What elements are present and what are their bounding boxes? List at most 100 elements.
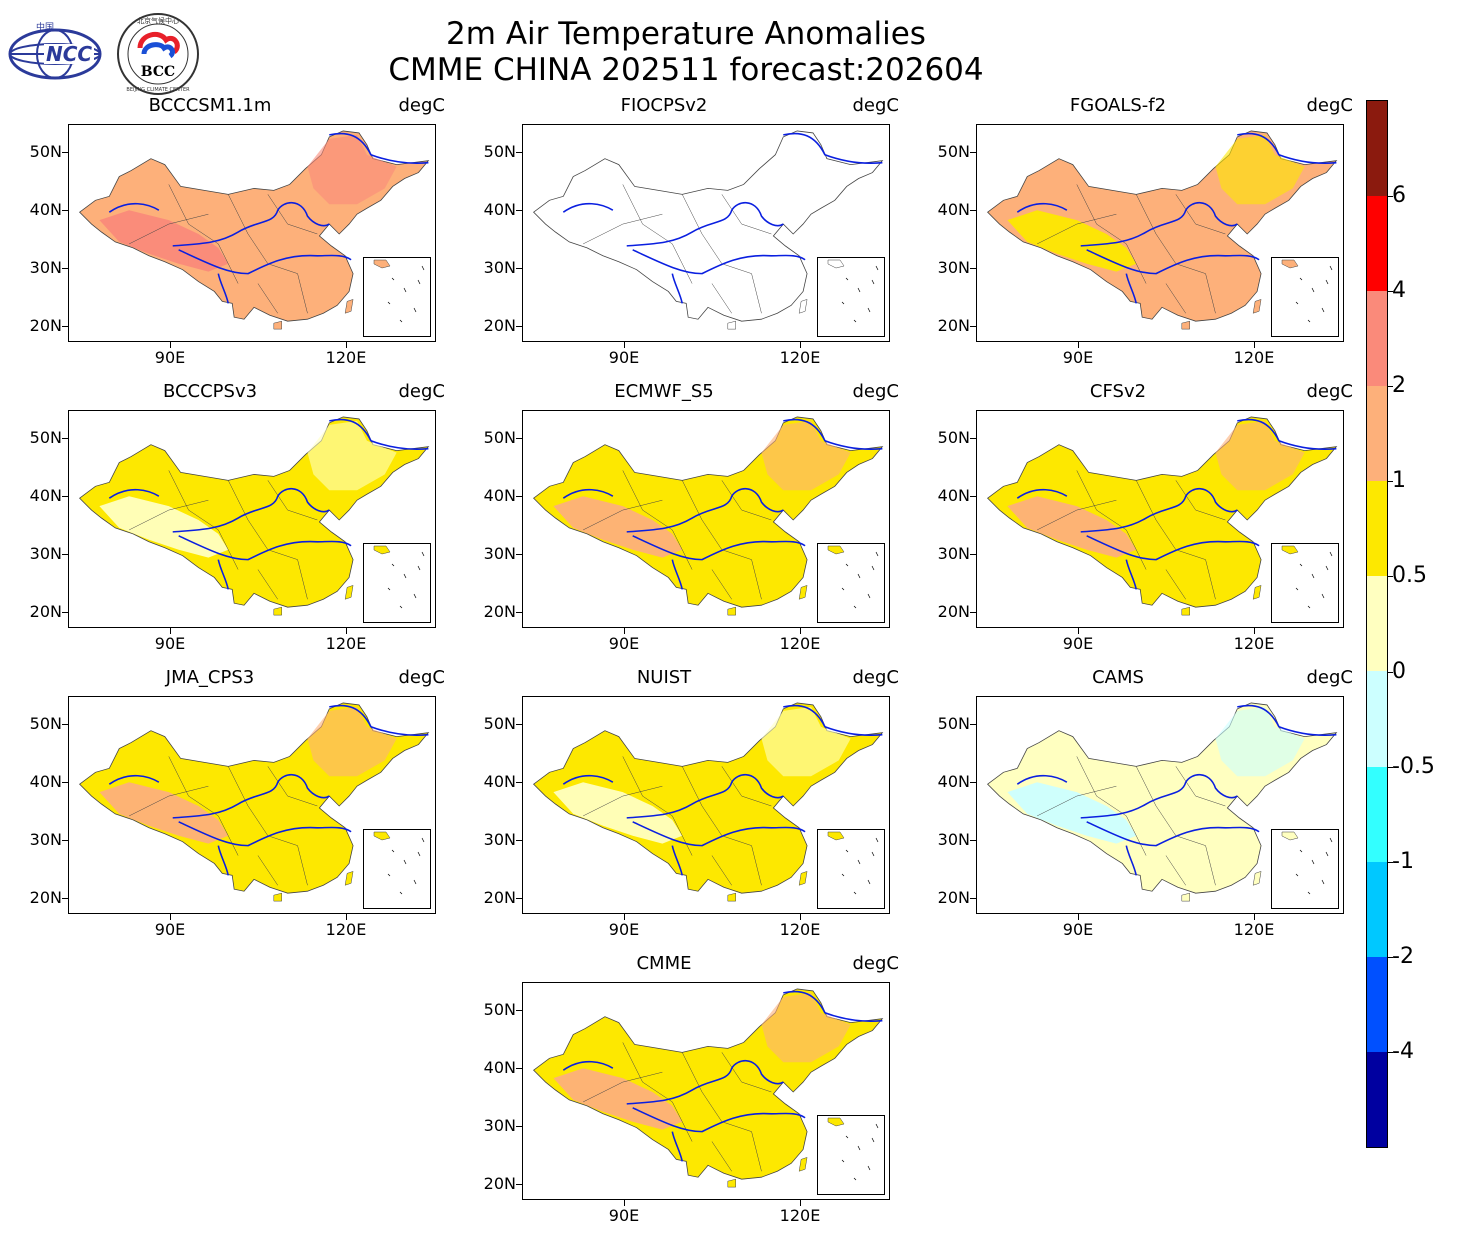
anomaly-patch [99,210,229,272]
anomaly-patch [307,134,397,205]
lat-tick-label: 40N [483,1058,516,1077]
panel-title: BCCCPSv3 [162,381,258,402]
anomaly-patch [761,706,851,777]
lat-tick [516,612,522,613]
lat-tick [970,326,976,327]
panel-title: CMME [636,953,692,974]
lat-tick [62,268,68,269]
panel-unit: degC [1306,381,1354,402]
lon-tick [170,914,171,920]
lon-tick-label: 120E [325,920,367,939]
panel-title: CFSv2 [1089,381,1147,402]
map-panel: FGOALS-f2 degC 50N 40N 30N 20N 90E 120E [908,96,1358,381]
hainan-island [727,1178,736,1188]
anomaly-patch [553,1068,683,1130]
lat-tick-label: 50N [29,142,62,161]
lat-tick [970,496,976,497]
colorbar-segment [1367,291,1387,387]
lat-tick [970,152,976,153]
map-frame [522,696,890,914]
lat-tick-label: 20N [937,602,970,621]
lon-tick-label: 90E [154,634,186,653]
lat-tick [516,326,522,327]
south-china-sea-inset [1271,543,1339,623]
map-frame [522,124,890,342]
south-china-sea-inset [817,829,885,909]
lat-tick [62,210,68,211]
lat-tick [516,210,522,211]
map-frame [976,696,1344,914]
colorbar-label: 1 [1392,468,1406,494]
lon-tick [800,914,801,920]
colorbar-label: 4 [1392,278,1406,304]
lat-tick [62,840,68,841]
province-borders [583,756,772,886]
lat-tick [516,898,522,899]
lat-tick-label: 50N [29,428,62,447]
colorbar-segment [1367,1051,1387,1147]
lat-tick-label: 40N [483,200,516,219]
lat-tick-label: 30N [937,830,970,849]
colorbar-segment [1367,576,1387,672]
anomaly-patch [307,706,397,777]
colorbar-tick [1388,386,1393,388]
map-panel: BCCCSM1.1m degC 50N 40N 30N 20N 90E 120E [0,96,450,381]
colorbar-label: 0 [1392,658,1406,684]
rivers [1016,418,1337,590]
lon-tick-label: 120E [779,1206,821,1225]
lon-tick [1078,914,1079,920]
lat-tick-label: 40N [29,772,62,791]
colorbar-label: 0.5 [1392,563,1427,589]
lat-tick-label: 30N [29,544,62,563]
lon-tick [170,628,171,634]
colorbar-tick [1388,671,1393,673]
anomaly-patch [1007,782,1137,844]
lon-tick [624,628,625,634]
map-panel: FIOCPSv2 degC 50N 40N 30N 20N 90E 120E [454,96,904,381]
ncc-logo: NCC 中国 [6,18,104,84]
colorbar-segment [1367,671,1387,767]
anomaly-patch [1007,496,1137,558]
hainan-island [273,606,282,616]
rivers [562,418,883,590]
lat-tick [970,268,976,269]
lat-tick [516,1010,522,1011]
anomaly-patch [761,420,851,491]
lat-tick-label: 40N [483,772,516,791]
colorbar-label: -2 [1392,943,1414,969]
taiwan-island [344,299,354,314]
lat-tick-label: 20N [29,316,62,335]
panel-unit: degC [1306,667,1354,688]
colorbar-segment [1367,101,1387,197]
bcc-logo: BCC 北京气候中心 BEIJING CLIMATE CENTER [116,12,200,96]
province-borders [583,1042,772,1172]
taiwan-island [798,585,808,600]
lat-tick-label: 30N [483,258,516,277]
panel-title: CAMS [1092,667,1144,688]
province-borders [1037,756,1226,886]
map-frame [68,696,436,914]
lat-tick [516,840,522,841]
taiwan-island [344,585,354,600]
lon-tick [1078,342,1079,348]
lat-tick [970,612,976,613]
lat-tick [62,898,68,899]
province-borders [1037,184,1226,314]
lon-tick [170,342,171,348]
rivers [562,132,883,304]
south-china-sea-inset [1271,257,1339,337]
lat-tick [516,724,522,725]
lat-tick [970,840,976,841]
map-frame [976,410,1344,628]
lat-tick-label: 30N [937,544,970,563]
map-frame [976,124,1344,342]
ncc-logo-text: NCC [46,42,92,66]
hainan-island [727,320,736,330]
hainan-island [1181,892,1190,902]
panel-title: BCCCSM1.1m [148,95,272,116]
lon-tick [346,628,347,634]
panel-unit: degC [1306,95,1354,116]
panel-unit: degC [852,667,900,688]
colorbar-tick [1388,196,1393,198]
lat-tick [516,268,522,269]
